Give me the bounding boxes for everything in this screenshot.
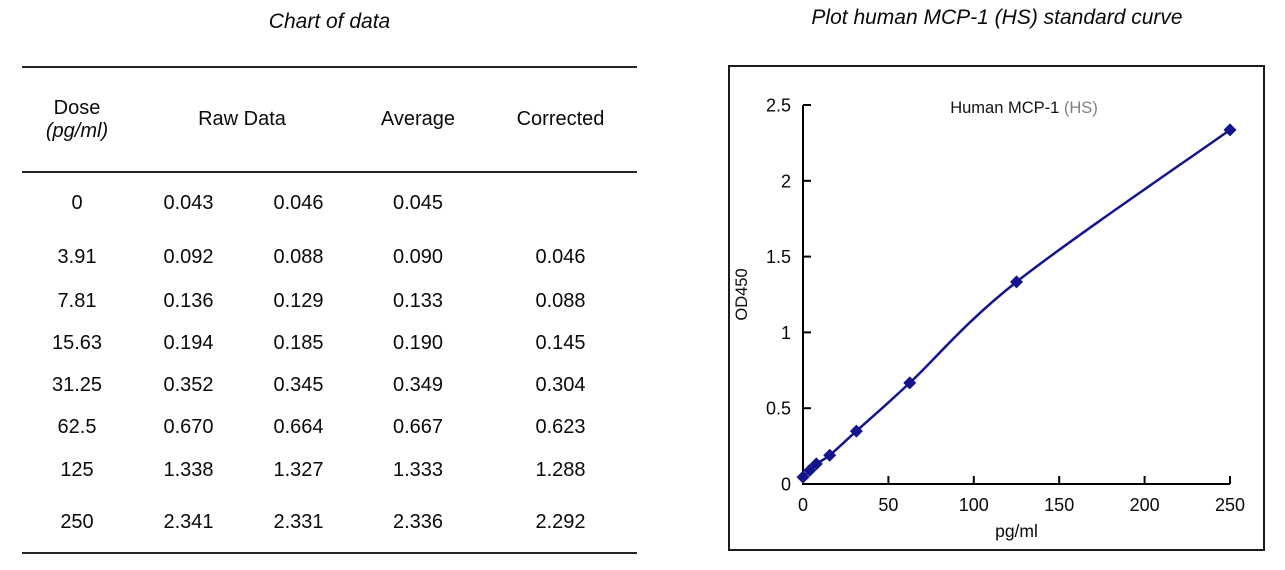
y-axis-tick-label: 0.5: [766, 399, 791, 419]
cell-dose: 31.25: [51, 373, 103, 396]
cell-raw2: 0.345: [273, 373, 324, 396]
x-axis-tick-label: 0: [798, 495, 808, 515]
table-row: 3.91 0.092 0.088 0.090 0.046: [22, 234, 637, 280]
chart-frame: 0 50 100 150 200 250 0 0.5 1 1.5 2 2.5 Human MCP-1 (…: [728, 65, 1265, 551]
y-axis-tick-label: 2: [781, 171, 791, 191]
x-axis-tick-label: 250: [1215, 495, 1245, 515]
cell-raw1: 0.352: [163, 373, 214, 396]
table-row: 0 0.043 0.046 0.045: [22, 172, 637, 234]
header-corrected: Corrected: [484, 67, 637, 173]
cell-dose: 0: [71, 192, 83, 214]
data-point-marker: [1223, 123, 1237, 137]
cell-raw1: 0.043: [163, 192, 214, 214]
cell-raw1: 2.341: [163, 510, 214, 533]
y-axis-tick-label: 1: [781, 323, 791, 343]
table-row: 15.63 0.194 0.185 0.190 0.145: [22, 322, 637, 364]
standard-curve-chart: 0 50 100 150 200 250 0 0.5 1 1.5 2 2.5 Human MCP-1 (…: [733, 96, 1245, 542]
data-point-marker: [849, 424, 863, 438]
cell-average: 0.133: [392, 289, 444, 312]
cell-average: 0.045: [392, 192, 444, 214]
cell-corrected: 0.088: [535, 289, 586, 312]
y-axis-tick-label: 1.5: [766, 247, 791, 267]
chart-title-suffix: (HS): [1059, 99, 1098, 117]
cell-average: 1.333: [392, 458, 444, 481]
table-body: 0 0.043 0.046 0.045 3.91 0.092 0.088 0.090 0.046…: [22, 172, 637, 553]
cell-corrected: 0.145: [535, 331, 586, 354]
cell-raw2: 0.664: [273, 415, 324, 438]
table-title: Chart of data: [268, 10, 391, 33]
data-point-marker: [803, 463, 817, 477]
data-point-marker: [809, 457, 823, 471]
x-axis-tick-label: 100: [959, 495, 989, 515]
plot-title: Plot human MCP-1 (HS) standard curve: [811, 6, 1183, 29]
cell-corrected: 1.288: [535, 458, 586, 481]
header-dose-line1: Dose: [53, 96, 101, 119]
cell-raw1: 0.092: [163, 245, 214, 268]
cell-dose: 3.91: [57, 245, 97, 268]
cell-corrected: 0.304: [535, 373, 586, 396]
table-header-row: Dose (pg/ml) Raw Data Average Corrected: [22, 67, 637, 173]
cell-raw2: 1.327: [273, 458, 324, 481]
cell-corrected: [484, 172, 637, 234]
x-axis-tick-label: 50: [878, 495, 898, 515]
y-axis-label: OD450: [733, 268, 751, 320]
cell-dose: 7.81: [57, 289, 97, 312]
table-row: 7.81 0.136 0.129 0.133 0.088: [22, 280, 637, 322]
table-row: 31.25 0.352 0.345 0.349 0.304: [22, 364, 637, 406]
cell-raw2: 2.331: [273, 510, 324, 533]
cell-average: 2.336: [392, 510, 444, 533]
cell-dose: 125: [60, 458, 94, 481]
cell-corrected: 0.623: [535, 415, 586, 438]
table-row: 125 1.338 1.327 1.333 1.288: [22, 448, 637, 492]
header-dose: Dose (pg/ml): [22, 67, 132, 173]
cell-average: 0.090: [392, 245, 444, 268]
header-raw-data: Raw Data: [132, 67, 352, 173]
data-point-marker: [823, 448, 837, 462]
x-axis-label: pg/ml: [995, 521, 1038, 541]
cell-average: 0.349: [392, 373, 444, 396]
table-row: 250 2.341 2.331 2.336 2.292: [22, 492, 637, 553]
data-table: Dose (pg/ml) Raw Data Average Corrected …: [22, 66, 637, 554]
chart-title: Human MCP-1 (HS): [950, 99, 1098, 117]
table-row: 62.5 0.670 0.664 0.667 0.623: [22, 406, 637, 448]
cell-dose: 15.63: [51, 331, 103, 354]
cell-raw2: 0.129: [273, 289, 324, 312]
table-header: Dose (pg/ml) Raw Data Average Corrected: [22, 67, 637, 173]
x-axis-tick-label: 150: [1044, 495, 1074, 515]
cell-corrected: 0.046: [535, 245, 586, 268]
cell-raw2: 0.088: [273, 245, 324, 268]
cell-corrected: 2.292: [535, 510, 586, 533]
cell-raw1: 0.136: [163, 289, 214, 312]
y-axis-tick-label: 0: [781, 475, 791, 495]
cell-raw1: 1.338: [163, 458, 214, 481]
x-axis-tick-label: 200: [1130, 495, 1160, 515]
cell-raw2: 0.046: [273, 192, 324, 214]
data-table-section: Chart of data Dose (pg/ml) Raw Data Aver…: [22, 0, 637, 554]
standard-curve-line: [802, 128, 1231, 479]
cell-raw2: 0.185: [273, 331, 324, 354]
cell-average: 0.190: [392, 331, 444, 354]
cell-raw1: 0.670: [163, 415, 214, 438]
data-point-marker: [796, 470, 810, 484]
header-average: Average: [352, 67, 484, 173]
cell-dose: 62.5: [57, 415, 97, 438]
cell-average: 0.667: [392, 415, 444, 438]
axis-lines: [802, 105, 1230, 485]
header-dose-unit: (pg/ml): [45, 119, 109, 142]
cell-dose: 250: [60, 510, 94, 533]
chart-title-main: Human MCP-1: [950, 99, 1059, 117]
data-point-marker: [903, 376, 917, 390]
data-point-marker: [1010, 275, 1023, 289]
cell-raw1: 0.194: [163, 331, 214, 354]
y-axis-tick-label: 2.5: [766, 96, 791, 116]
